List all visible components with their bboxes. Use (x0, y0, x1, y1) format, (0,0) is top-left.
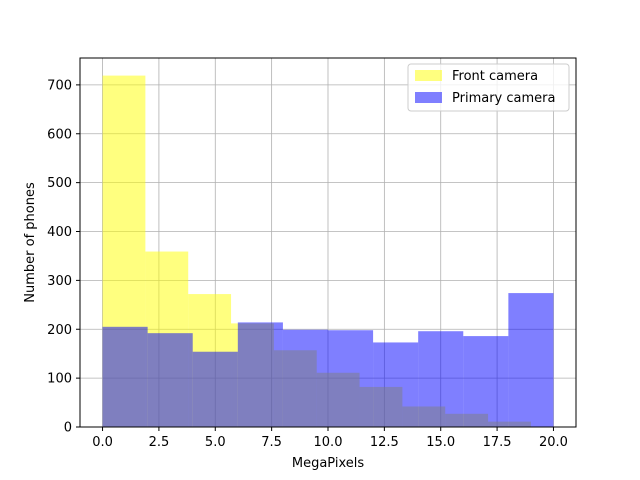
x-tick-label: 20.0 (539, 435, 568, 450)
x-tick-label: 7.5 (261, 435, 282, 450)
bar-primary-camera (192, 351, 238, 427)
x-tick-label: 15.0 (426, 435, 455, 450)
bar-primary-camera (463, 336, 509, 427)
bar-primary-camera (237, 322, 283, 427)
x-axis-label: MegaPixels (292, 456, 365, 471)
y-tick-label: 100 (47, 372, 72, 387)
bar-primary-camera (373, 342, 419, 427)
legend: Front camera Primary camera (407, 63, 570, 112)
y-tick-label: 600 (47, 127, 72, 142)
x-tick-label: 5.0 (205, 435, 226, 450)
y-tick-label: 0 (64, 421, 72, 436)
histogram-bars (102, 75, 554, 428)
x-tick-label: 17.5 (483, 435, 512, 450)
legend-box (407, 63, 570, 112)
legend-label-front-camera: Front camera (452, 69, 538, 84)
legend-swatch-primary-camera (415, 92, 442, 103)
legend-swatch-front-camera (415, 70, 442, 81)
legend-label-primary-camera: Primary camera (452, 91, 555, 106)
bar-primary-camera (328, 330, 374, 427)
bar-primary-camera (147, 333, 193, 427)
y-tick-label: 200 (47, 323, 72, 338)
bar-primary-camera (282, 329, 328, 427)
x-tick-label: 12.5 (370, 435, 399, 450)
x-tick-label: 2.5 (149, 435, 170, 450)
y-tick-label: 400 (47, 225, 72, 240)
y-axis-label: Number of phones (23, 182, 38, 303)
axis-ticks: 0.0 2.5 5.0 7.5 10.0 12.5 15.0 17.5 20.0 0 100 200 3… (47, 78, 568, 450)
x-tick-label: 0.0 (92, 435, 113, 450)
bar-primary-camera (508, 293, 554, 427)
y-tick-label: 500 (47, 176, 72, 191)
x-tick-label: 10.0 (314, 435, 343, 450)
bar-primary-camera (102, 326, 148, 427)
y-tick-label: 300 (47, 274, 72, 289)
y-tick-label: 700 (47, 78, 72, 93)
bar-primary-camera (418, 331, 464, 427)
